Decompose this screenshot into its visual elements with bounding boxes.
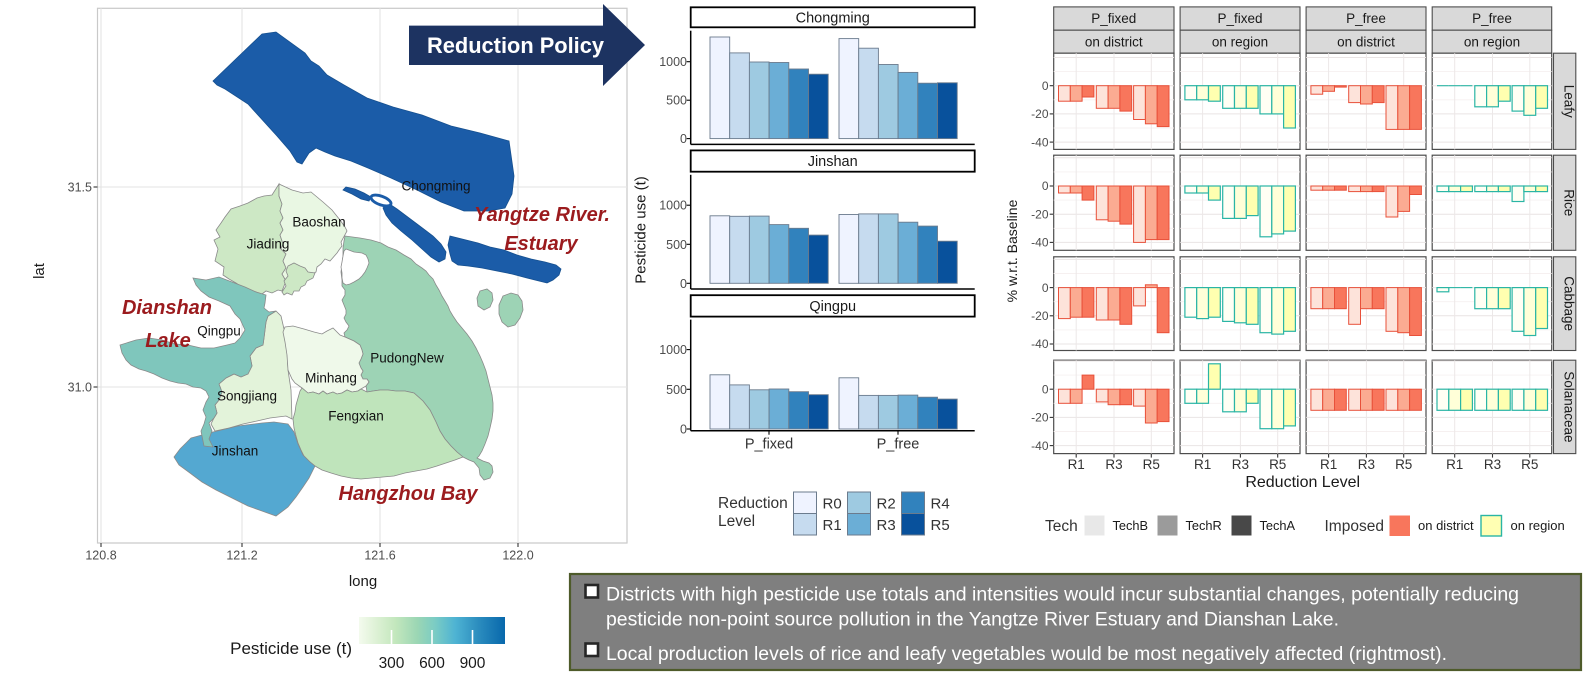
svg-text:on region: on region (1511, 518, 1565, 533)
svg-text:pesticide non-point source pol: pesticide non-point source pollution in … (606, 609, 1339, 631)
svg-text:Tech: Tech (1045, 518, 1078, 535)
svg-text:Yangtze River.: Yangtze River. (474, 204, 610, 226)
svg-text:500: 500 (666, 238, 687, 252)
svg-text:P_fixed: P_fixed (745, 437, 793, 453)
svg-text:TechB: TechB (1113, 518, 1149, 533)
svg-text:Jinshan: Jinshan (212, 444, 259, 459)
svg-text:R1: R1 (823, 517, 842, 534)
svg-text:R4: R4 (931, 496, 950, 513)
svg-text:1000: 1000 (659, 199, 687, 213)
svg-text:R5: R5 (1521, 457, 1538, 472)
svg-text:R3: R3 (1358, 457, 1375, 472)
svg-text:Minhang: Minhang (305, 371, 357, 386)
svg-text:R1: R1 (1446, 457, 1463, 472)
svg-text:Level: Level (718, 513, 755, 530)
svg-text:600: 600 (419, 655, 445, 672)
svg-text:1000: 1000 (659, 343, 687, 357)
svg-text:R1: R1 (1320, 457, 1337, 472)
svg-text:Reduction Level: Reduction Level (1245, 474, 1360, 491)
svg-text:Imposed: Imposed (1325, 518, 1384, 535)
svg-text:R3: R3 (1105, 457, 1122, 472)
svg-text:120.8: 120.8 (85, 549, 116, 563)
svg-text:Jiading: Jiading (247, 237, 290, 252)
svg-text:Jinshan: Jinshan (808, 154, 858, 170)
svg-text:0: 0 (1042, 382, 1049, 396)
svg-text:Leafy: Leafy (1562, 85, 1577, 118)
svg-text:Solanaceae: Solanaceae (1562, 371, 1577, 442)
svg-text:0: 0 (680, 423, 687, 437)
svg-text:on district: on district (1337, 34, 1395, 49)
svg-text:-20: -20 (1031, 309, 1049, 323)
svg-text:Local production levels of ric: Local production levels of rice and leaf… (606, 643, 1447, 665)
svg-text:121.2: 121.2 (226, 549, 257, 563)
svg-text:-40: -40 (1031, 337, 1049, 351)
svg-text:-20: -20 (1031, 107, 1049, 121)
svg-text:P_free: P_free (877, 437, 920, 453)
svg-text:PudongNew: PudongNew (370, 351, 444, 366)
svg-text:R1: R1 (1068, 457, 1085, 472)
svg-text:Dianshan: Dianshan (122, 297, 212, 319)
svg-text:-40: -40 (1031, 135, 1049, 149)
svg-text:R3: R3 (877, 517, 896, 534)
svg-text:0: 0 (1042, 179, 1049, 193)
svg-text:Districts with high pesticide: Districts with high pesticide use totals… (606, 584, 1519, 606)
svg-text:0: 0 (680, 132, 687, 146)
svg-text:0: 0 (1042, 79, 1049, 93)
svg-text:0: 0 (680, 277, 687, 291)
svg-text:Songjiang: Songjiang (217, 389, 277, 404)
svg-text:R3: R3 (1232, 457, 1249, 472)
svg-text:R5: R5 (1395, 457, 1412, 472)
svg-text:on region: on region (1212, 34, 1268, 49)
svg-text:TechR: TechR (1186, 518, 1222, 533)
svg-text:500: 500 (666, 94, 687, 108)
svg-text:121.6: 121.6 (364, 549, 395, 563)
svg-text:P_free: P_free (1472, 11, 1512, 26)
svg-text:900: 900 (460, 655, 486, 672)
svg-text:Reduction: Reduction (718, 495, 788, 512)
svg-text:500: 500 (666, 383, 687, 397)
svg-text:Chongming: Chongming (796, 10, 870, 26)
svg-text:Fengxian: Fengxian (328, 409, 384, 424)
svg-text:P_fixed: P_fixed (1091, 11, 1136, 26)
svg-text:Rice: Rice (1562, 189, 1577, 216)
svg-text:Reduction Policy: Reduction Policy (427, 33, 605, 58)
svg-text:P_free: P_free (1346, 11, 1386, 26)
svg-text:Hangzhou Bay: Hangzhou Bay (339, 483, 479, 505)
svg-text:1000: 1000 (659, 55, 687, 69)
svg-text:0: 0 (1042, 281, 1049, 295)
svg-text:R5: R5 (1143, 457, 1160, 472)
svg-text:% w.r.t. Baseline: % w.r.t. Baseline (1004, 199, 1020, 302)
svg-text:Chongming: Chongming (401, 179, 470, 194)
svg-text:-40: -40 (1031, 439, 1049, 453)
svg-text:on region: on region (1464, 34, 1520, 49)
svg-text:Qingpu: Qingpu (809, 299, 856, 315)
svg-text:lat: lat (31, 262, 48, 279)
svg-text:Qingpu: Qingpu (197, 324, 241, 339)
svg-text:31.0: 31.0 (68, 381, 92, 395)
svg-text:Pesticide use (t): Pesticide use (t) (633, 176, 650, 284)
svg-text:long: long (349, 573, 377, 590)
svg-text:P_fixed: P_fixed (1217, 11, 1262, 26)
svg-text:-40: -40 (1031, 236, 1049, 250)
svg-text:R5: R5 (1269, 457, 1286, 472)
svg-text:Lake: Lake (145, 330, 191, 352)
svg-text:on district: on district (1418, 518, 1474, 533)
svg-text:300: 300 (379, 655, 405, 672)
svg-text:Estuary: Estuary (504, 233, 578, 255)
svg-text:R0: R0 (823, 496, 842, 513)
svg-text:R1: R1 (1194, 457, 1211, 472)
svg-text:-20: -20 (1031, 411, 1049, 425)
svg-text:on district: on district (1085, 34, 1143, 49)
svg-text:R5: R5 (931, 517, 950, 534)
svg-text:TechA: TechA (1260, 518, 1296, 533)
svg-text:-20: -20 (1031, 207, 1049, 221)
svg-text:122.0: 122.0 (502, 549, 533, 563)
svg-text:Cabbage: Cabbage (1562, 276, 1577, 331)
svg-text:Baoshan: Baoshan (292, 215, 345, 230)
svg-text:R3: R3 (1484, 457, 1501, 472)
svg-text:R2: R2 (877, 496, 896, 513)
svg-text:Pesticide use (t): Pesticide use (t) (230, 639, 352, 658)
svg-text:31.5: 31.5 (68, 181, 92, 195)
